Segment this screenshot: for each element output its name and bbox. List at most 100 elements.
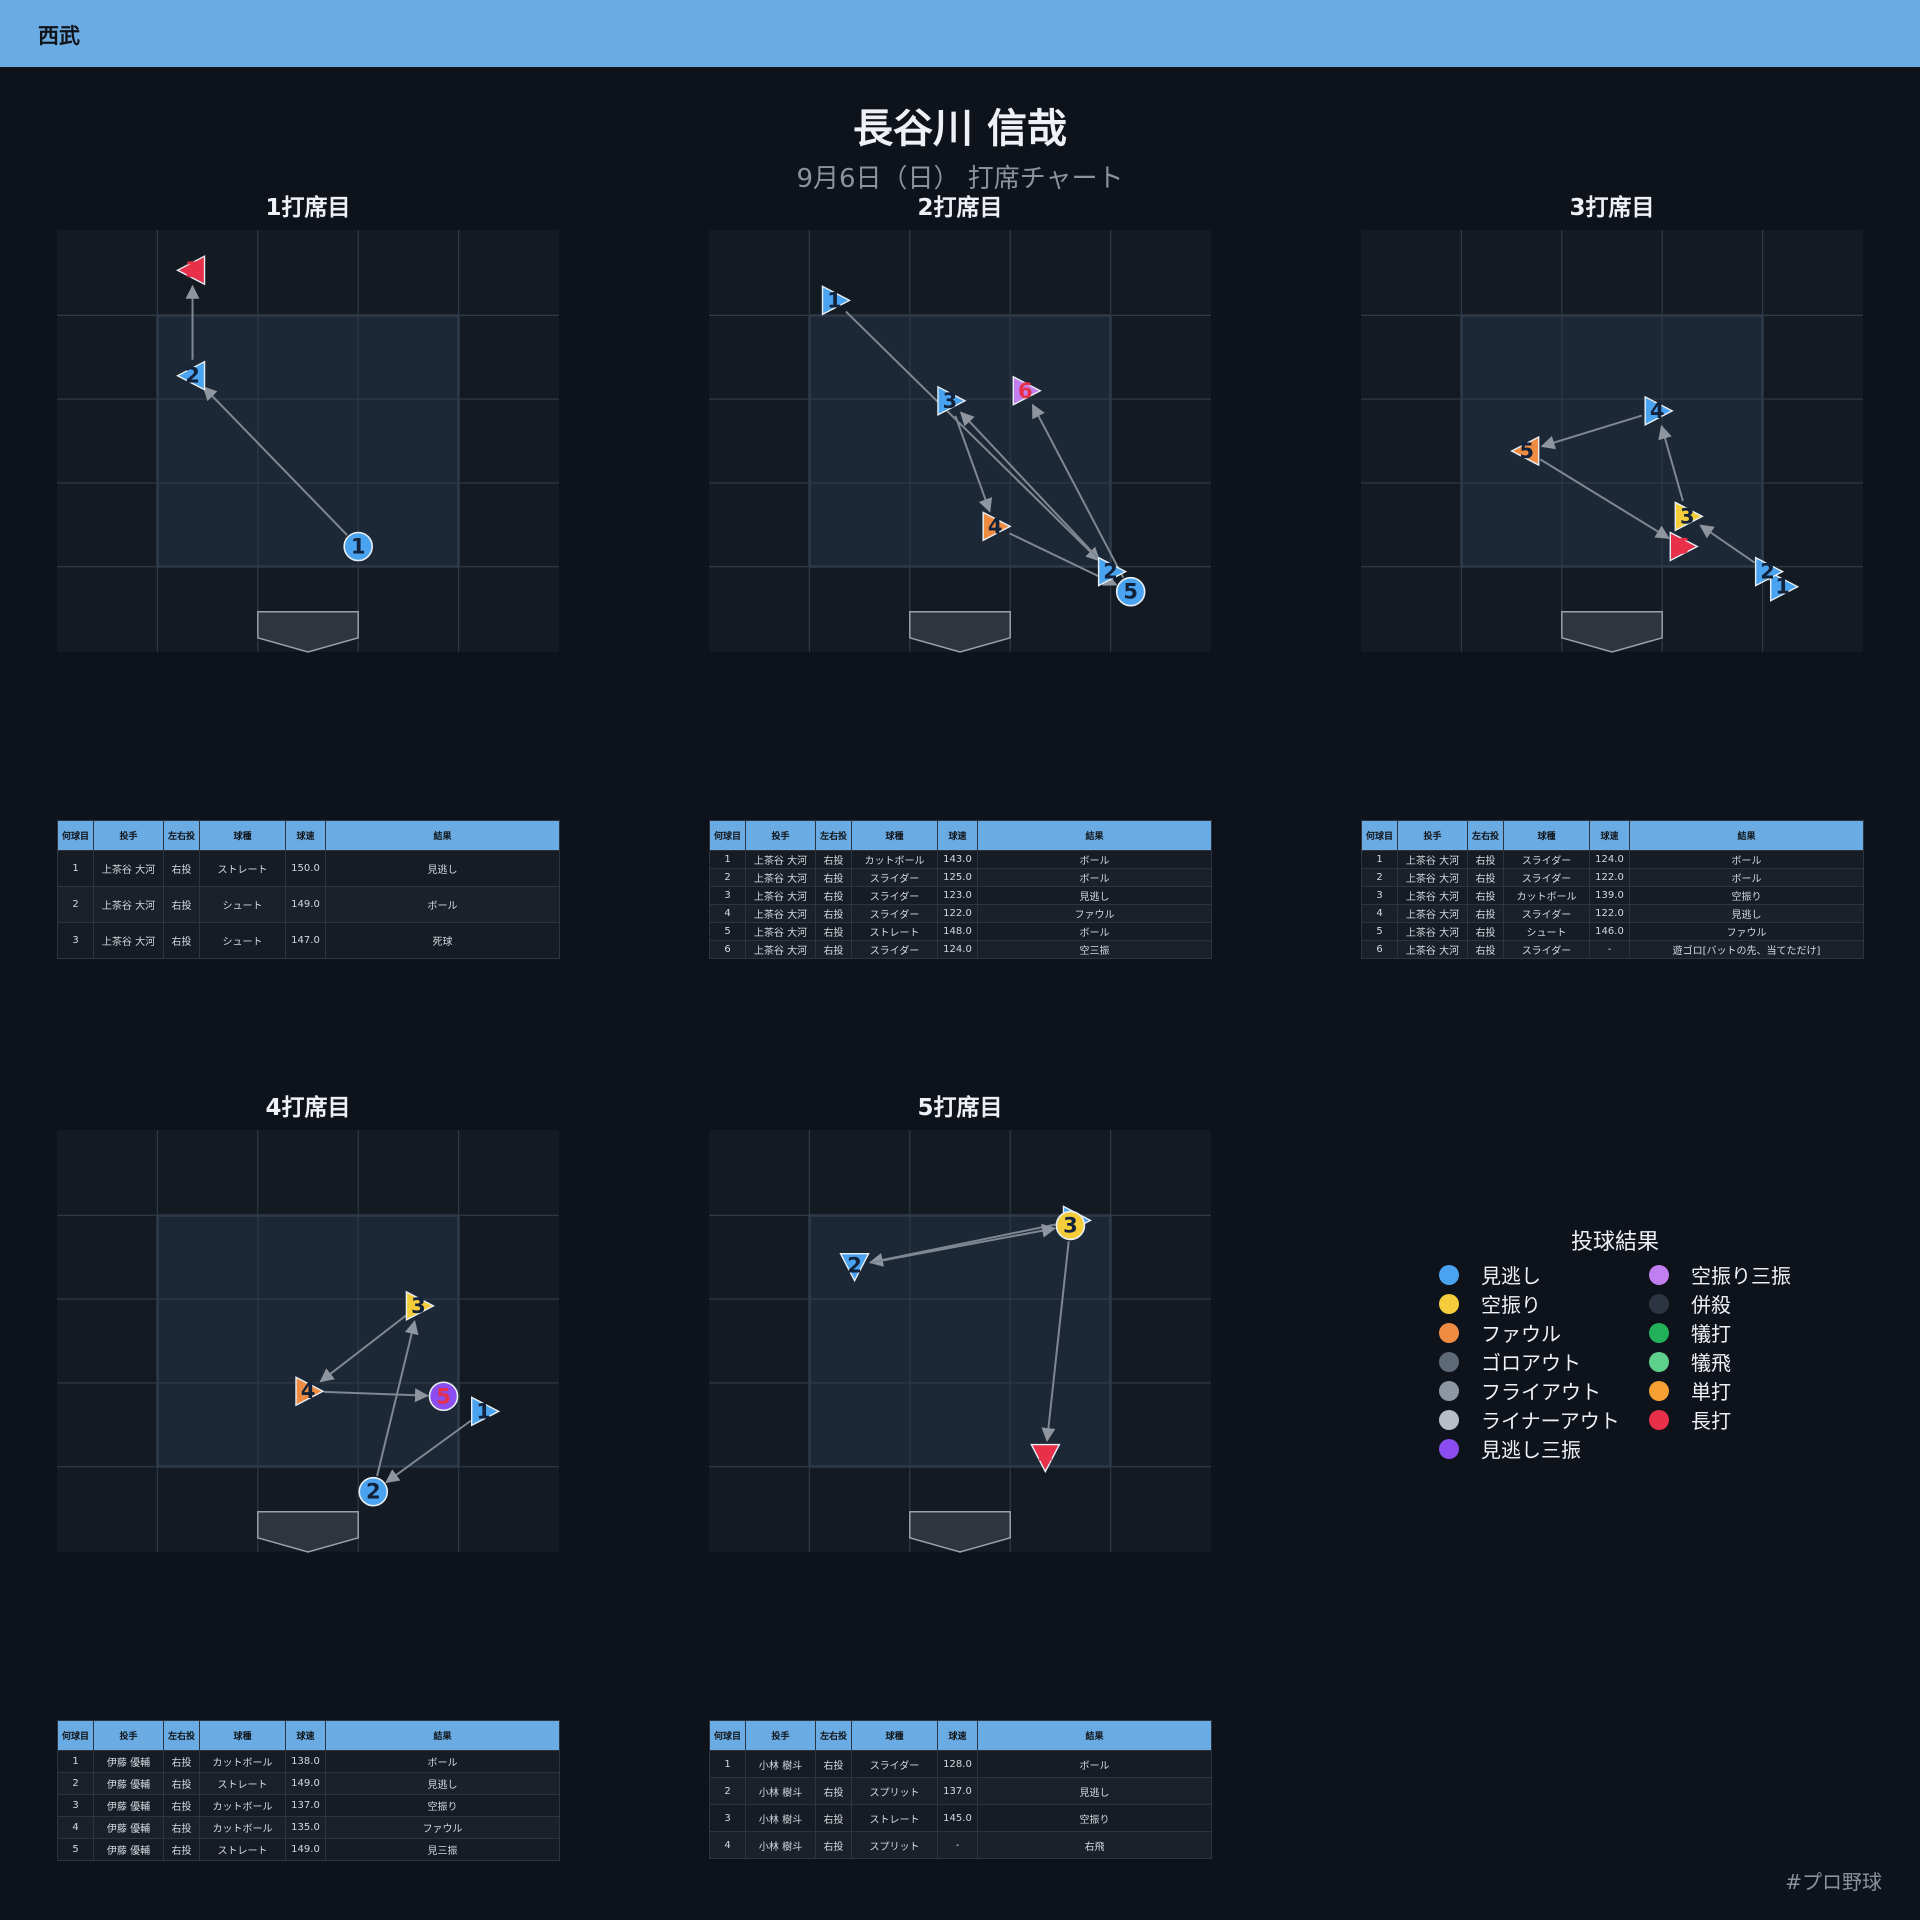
table-header-cell: 何球目 (57, 1720, 94, 1751)
table-header-cell: 球速 (285, 820, 326, 851)
table-cell: 1 (1361, 850, 1398, 869)
pitch-marker: 6 (1012, 375, 1042, 406)
table-cell: 上茶谷 大河 (1397, 904, 1468, 923)
table-cell: 右投 (1467, 904, 1504, 923)
legend-color-dot (1439, 1380, 1459, 1401)
pitch-point (1055, 1210, 1086, 1241)
table-cell: 143.0 (937, 850, 978, 869)
pitch-point (1012, 375, 1042, 406)
table-cell: カットボール (199, 1794, 286, 1817)
table-cell: 上茶谷 大河 (93, 850, 164, 887)
table-cell: 146.0 (1589, 922, 1630, 941)
table-cell: シュート (199, 922, 286, 959)
table-cell: スライダー (1503, 904, 1590, 923)
table-header-cell: 左右投 (163, 1720, 200, 1751)
table-cell: ストレート (199, 1838, 286, 1861)
table-cell: 上茶谷 大河 (1397, 940, 1468, 959)
table-cell: 右投 (815, 886, 852, 905)
pitch-sequence-arrow (385, 1419, 472, 1484)
pitch-location-chart: 1 2 3 (57, 230, 559, 653)
table-header-cell: 投手 (93, 820, 164, 851)
table-cell: 3 (709, 886, 746, 905)
legend-item: ライナーアウト (1420, 1407, 1630, 1433)
strike-zone (156, 1214, 460, 1468)
table-header-cell: 球速 (937, 820, 978, 851)
pitch-sequence-arrow (1031, 403, 1125, 579)
pitch-point (471, 1396, 501, 1427)
table-cell: 149.0 (285, 1772, 326, 1795)
pitch-marker: 1 (343, 531, 374, 562)
table-cell: 小林 樹斗 (745, 1777, 816, 1805)
table-cell: 2 (709, 868, 746, 887)
legend-item: ファウル (1420, 1320, 1630, 1346)
legend-item: 空振り三振 (1630, 1262, 1810, 1288)
at-bat-title: 5打席目 (917, 1095, 1003, 1121)
pitch-number-label: 5 (1519, 439, 1534, 463)
legend-color-dot (1649, 1322, 1669, 1343)
table-cell: 右飛 (977, 1831, 1212, 1859)
legend-title: 投球結果 (1570, 1230, 1659, 1255)
table-cell: 右投 (1467, 850, 1504, 869)
table-row: 3 上茶谷 大河 右投 カットボール 139.0 空振り (1361, 886, 1864, 905)
table-cell: カットボール (1503, 886, 1590, 905)
table-cell: 見逃し (325, 850, 560, 887)
pitch-number-label: 5 (436, 1384, 451, 1408)
legend-item: 犠飛 (1630, 1349, 1810, 1375)
pitch-marker: 4 (1644, 395, 1674, 427)
legend-color-dot (1439, 1264, 1459, 1285)
pitch-table: 何球目 投手 左右投 球種 球速 結果 1 伊藤 優輔 右投 カットボール 138.0 ボール 2 伊藤 … (57, 1720, 560, 1861)
pitch-marker: 4 (295, 1376, 325, 1407)
table-cell: カットボール (851, 850, 938, 869)
table-cell: ボール (325, 1750, 560, 1773)
legend-label: 犠飛 (1691, 1351, 1731, 1375)
table-header-cell: 結果 (977, 1720, 1212, 1751)
table-cell: 139.0 (1589, 886, 1630, 905)
strike-zone (156, 314, 460, 568)
pitch-number-label: 4 (301, 1379, 316, 1403)
table-cell: 上茶谷 大河 (1397, 922, 1468, 941)
legend-item: フライアウト (1420, 1378, 1630, 1404)
table-row: 5 上茶谷 大河 右投 ストレート 148.0 ボール (709, 922, 1212, 941)
table-cell: 遊ゴロ[バットの先、当てただけ] (1629, 940, 1864, 959)
table-cell: スライダー (851, 868, 938, 887)
table-cell: 5 (1361, 922, 1398, 941)
table-cell: 150.0 (285, 850, 326, 887)
table-cell: 128.0 (937, 1750, 978, 1778)
pitch-marker: 5 (428, 1381, 459, 1412)
strike-zone (808, 314, 1112, 568)
pitch-number-label: 5 (1123, 580, 1138, 604)
team-name: 西武 (38, 24, 80, 48)
pitch-point (1769, 571, 1800, 602)
table-cell: 右投 (815, 940, 852, 959)
table-cell: 3 (57, 1794, 94, 1817)
pitch-marker: 2 (358, 1476, 389, 1507)
table-cell: 3 (709, 1804, 746, 1832)
pitch-point (1644, 395, 1674, 427)
pitch-sequence-arrow (954, 415, 993, 513)
table-cell: 右投 (815, 1831, 852, 1859)
table-header-cell: 結果 (977, 820, 1212, 851)
table-row: 1 小林 樹斗 右投 スライダー 128.0 ボール (709, 1750, 1212, 1778)
table-cell: 1 (57, 850, 94, 887)
pitch-point (1510, 435, 1540, 467)
pitch-number-label: 4 (988, 514, 1003, 538)
table-cell: 伊藤 優輔 (93, 1772, 164, 1795)
pitch-table: 何球目 投手 左右投 球種 球速 結果 1 上茶谷 大河 右投 スライダー 124.0 ボール 2 上茶谷… (1361, 820, 1864, 959)
table-cell: ストレート (851, 922, 938, 941)
table-cell: 右投 (815, 1750, 852, 1778)
table-header-cell: 球種 (851, 820, 938, 851)
legend-label: 長打 (1691, 1409, 1731, 1433)
pitch-number-label: 2 (1103, 560, 1118, 584)
table-header-cell: 結果 (325, 1720, 560, 1751)
pitch-table: 何球目 投手 左右投 球種 球速 結果 1 小林 樹斗 右投 スライダー 128.0 ボール 2 小林 樹… (709, 1720, 1212, 1859)
table-cell: 123.0 (937, 886, 978, 905)
table-cell: 上茶谷 大河 (93, 922, 164, 959)
pitch-sequence-arrow (1041, 1241, 1070, 1443)
table-cell: 4 (1361, 904, 1398, 923)
table-cell: 4 (709, 1831, 746, 1859)
legend-item: 併殺 (1630, 1291, 1810, 1317)
table-cell: 138.0 (285, 1750, 326, 1773)
table-header-cell: 投手 (1397, 820, 1468, 851)
table-cell: 右投 (163, 1816, 200, 1839)
pitch-sequence-arrow (1540, 414, 1643, 450)
